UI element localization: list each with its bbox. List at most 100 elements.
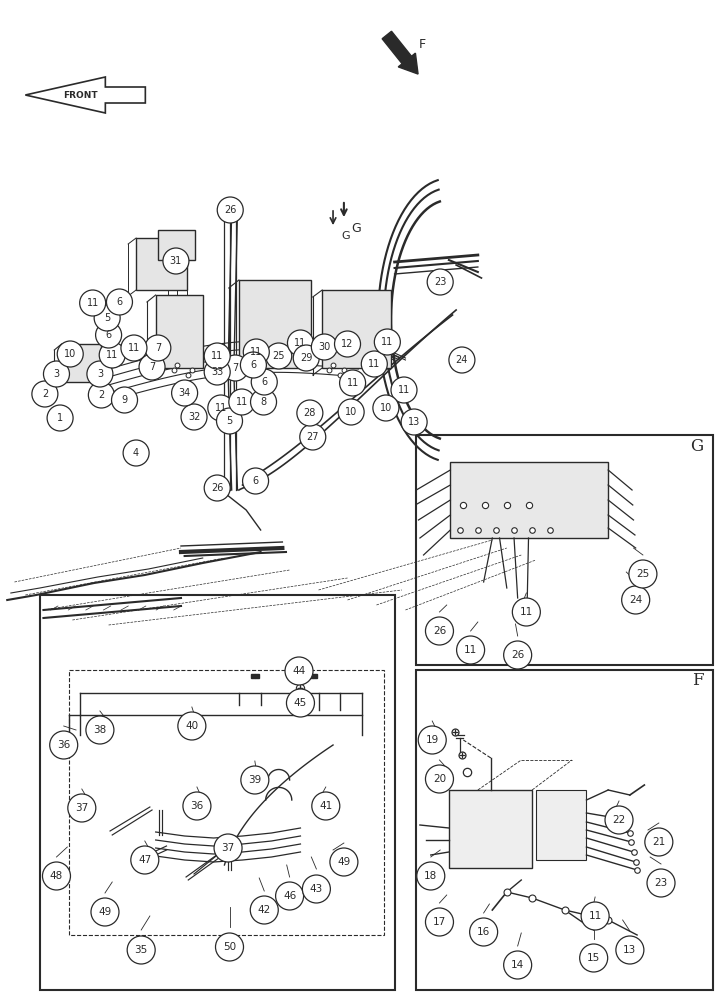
- Text: 11: 11: [398, 385, 410, 395]
- Text: 23: 23: [434, 277, 447, 287]
- Bar: [239, 280, 311, 368]
- Circle shape: [145, 335, 171, 361]
- Circle shape: [243, 339, 269, 365]
- Text: 22: 22: [613, 815, 626, 825]
- Circle shape: [470, 918, 497, 946]
- Text: 11: 11: [87, 298, 98, 308]
- Circle shape: [427, 269, 453, 295]
- Text: 11: 11: [295, 338, 306, 348]
- Text: 20: 20: [433, 774, 446, 784]
- Text: 37: 37: [75, 803, 88, 813]
- Text: 6: 6: [261, 377, 267, 387]
- Text: 11: 11: [347, 378, 358, 388]
- Text: 42: 42: [258, 905, 271, 915]
- FancyArrow shape: [382, 31, 418, 74]
- Circle shape: [181, 404, 207, 430]
- Circle shape: [312, 792, 340, 820]
- Circle shape: [457, 636, 484, 664]
- Circle shape: [622, 586, 649, 614]
- Text: 30: 30: [319, 342, 330, 352]
- Circle shape: [163, 248, 189, 274]
- Text: 18: 18: [424, 871, 437, 881]
- Text: 10: 10: [345, 407, 357, 417]
- Circle shape: [293, 345, 319, 371]
- Text: 16: 16: [477, 927, 490, 937]
- Circle shape: [94, 305, 120, 331]
- Circle shape: [68, 794, 96, 822]
- Circle shape: [616, 936, 644, 964]
- Text: 12: 12: [341, 339, 354, 349]
- Circle shape: [204, 475, 230, 501]
- Text: 13: 13: [623, 945, 636, 955]
- Circle shape: [121, 335, 147, 361]
- Circle shape: [287, 330, 313, 356]
- Circle shape: [645, 828, 673, 856]
- Text: 26: 26: [211, 483, 224, 493]
- Text: 17: 17: [433, 917, 446, 927]
- Text: 11: 11: [215, 403, 227, 413]
- Bar: [449, 790, 532, 868]
- Circle shape: [32, 381, 58, 407]
- Text: 48: 48: [50, 871, 63, 881]
- Text: 31: 31: [170, 256, 182, 266]
- Circle shape: [300, 424, 326, 450]
- Text: 47: 47: [138, 855, 151, 865]
- Text: 11: 11: [211, 351, 223, 361]
- Text: 11: 11: [251, 347, 262, 357]
- Circle shape: [426, 617, 453, 645]
- Circle shape: [605, 806, 633, 834]
- Text: 1: 1: [57, 413, 63, 423]
- Text: 3: 3: [97, 369, 103, 379]
- Circle shape: [80, 290, 106, 316]
- Circle shape: [243, 468, 269, 494]
- Circle shape: [251, 369, 277, 395]
- Circle shape: [43, 862, 70, 890]
- Circle shape: [50, 731, 77, 759]
- Text: 49: 49: [337, 857, 350, 867]
- Text: 11: 11: [382, 337, 393, 347]
- Text: 44: 44: [292, 666, 306, 676]
- Circle shape: [216, 933, 243, 961]
- Text: 24: 24: [629, 595, 642, 605]
- Text: 5: 5: [104, 313, 110, 323]
- Circle shape: [417, 862, 445, 890]
- Text: 36: 36: [190, 801, 203, 811]
- Text: 39: 39: [248, 775, 261, 785]
- Text: 14: 14: [511, 960, 524, 970]
- Text: 11: 11: [464, 645, 477, 655]
- Text: 7: 7: [149, 362, 155, 372]
- Circle shape: [266, 343, 292, 369]
- Circle shape: [580, 944, 607, 972]
- Circle shape: [91, 898, 119, 926]
- Circle shape: [139, 354, 165, 380]
- Circle shape: [222, 355, 248, 381]
- Circle shape: [334, 331, 361, 357]
- Circle shape: [208, 395, 234, 421]
- Text: 35: 35: [135, 945, 148, 955]
- Text: 2: 2: [98, 390, 104, 400]
- Circle shape: [251, 896, 278, 924]
- Bar: [69, 670, 384, 935]
- Text: 11: 11: [106, 350, 118, 360]
- Text: 43: 43: [310, 884, 323, 894]
- Circle shape: [87, 361, 113, 387]
- Text: F: F: [692, 672, 704, 689]
- Text: 13: 13: [408, 417, 420, 427]
- Text: FRONT: FRONT: [63, 91, 98, 100]
- Circle shape: [214, 834, 242, 862]
- Circle shape: [303, 875, 330, 903]
- Circle shape: [504, 641, 531, 669]
- Text: 45: 45: [294, 698, 307, 708]
- Text: 23: 23: [654, 878, 668, 888]
- Circle shape: [106, 289, 132, 315]
- Circle shape: [241, 766, 269, 794]
- Circle shape: [426, 908, 453, 936]
- Text: 26: 26: [433, 626, 446, 636]
- Text: 11: 11: [520, 607, 533, 617]
- Text: 3: 3: [54, 369, 59, 379]
- Circle shape: [172, 380, 198, 406]
- Text: G: G: [351, 222, 361, 234]
- Circle shape: [426, 765, 453, 793]
- Text: 6: 6: [106, 330, 111, 340]
- Circle shape: [449, 347, 475, 373]
